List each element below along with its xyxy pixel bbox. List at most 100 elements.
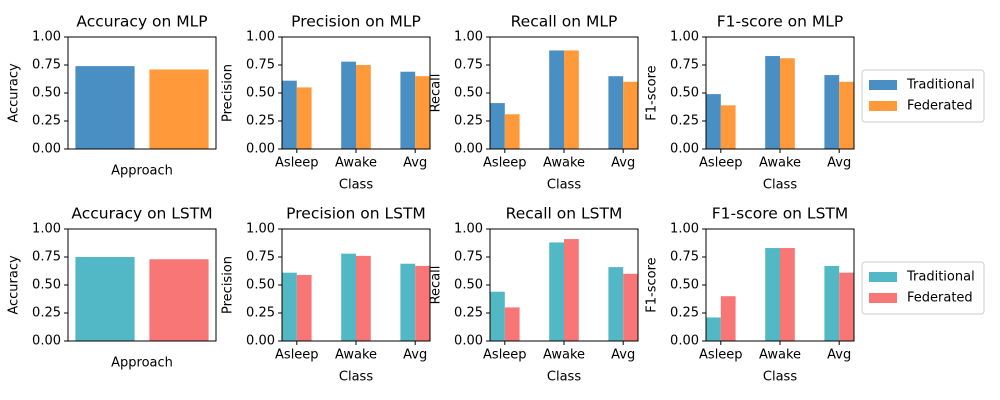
x-tick-label: Asleep bbox=[483, 156, 527, 171]
y-tick-label: 0.25 bbox=[454, 114, 483, 129]
bar bbox=[415, 76, 430, 149]
y-tick-label: 1.00 bbox=[32, 30, 61, 45]
y-tick-label: 0.25 bbox=[670, 114, 699, 129]
bar bbox=[504, 307, 520, 341]
legend-swatch bbox=[869, 101, 897, 111]
x-axis-label: Class bbox=[339, 178, 373, 193]
y-tick-label: 0.50 bbox=[454, 278, 483, 293]
y-tick-label: 0.00 bbox=[454, 142, 483, 157]
y-axis-label: Accuracy bbox=[7, 63, 22, 123]
x-tick-label: Avg bbox=[611, 348, 635, 363]
y-tick-label: 0.75 bbox=[670, 58, 699, 73]
bar bbox=[839, 272, 854, 341]
y-tick-label: 0.25 bbox=[454, 306, 483, 321]
y-tick-label: 0.75 bbox=[670, 250, 699, 265]
bar bbox=[608, 267, 624, 341]
x-axis-label: Approach bbox=[111, 356, 173, 371]
y-tick-label: 1.00 bbox=[246, 222, 275, 237]
y-tick-label: 0.25 bbox=[246, 306, 275, 321]
y-tick-label: 0.50 bbox=[670, 278, 699, 293]
chart-title: F1-score on MLP bbox=[717, 13, 844, 31]
bar bbox=[75, 257, 135, 341]
bar bbox=[341, 61, 356, 149]
y-axis-label: F1-score bbox=[645, 257, 660, 312]
legend-label: Federated bbox=[907, 99, 973, 114]
legend-label: Federated bbox=[907, 291, 973, 306]
y-tick-label: 1.00 bbox=[454, 222, 483, 237]
bar bbox=[356, 255, 371, 341]
x-axis-label: Class bbox=[339, 370, 373, 385]
bar bbox=[824, 75, 840, 149]
bar bbox=[623, 273, 638, 341]
bar bbox=[720, 296, 736, 341]
y-axis-label: F1-score bbox=[645, 65, 660, 120]
x-tick-label: Awake bbox=[335, 348, 377, 363]
bar bbox=[549, 50, 564, 149]
bar bbox=[296, 274, 312, 341]
bar bbox=[608, 76, 624, 149]
bar bbox=[765, 248, 780, 341]
y-tick-label: 0.25 bbox=[32, 306, 61, 321]
y-tick-label: 0.75 bbox=[246, 58, 275, 73]
bar bbox=[720, 105, 736, 149]
bar bbox=[504, 114, 520, 149]
y-axis-label: Accuracy bbox=[7, 255, 22, 315]
y-tick-label: 0.75 bbox=[32, 58, 61, 73]
bar bbox=[564, 50, 579, 149]
y-tick-label: 0.75 bbox=[32, 250, 61, 265]
bar bbox=[839, 81, 854, 149]
x-axis-label: Approach bbox=[111, 164, 173, 179]
bar bbox=[149, 259, 209, 341]
legend-swatch bbox=[869, 272, 897, 282]
y-tick-label: 0.25 bbox=[246, 114, 275, 129]
bar bbox=[706, 317, 721, 341]
chart-title: Recall on LSTM bbox=[506, 205, 623, 223]
bar bbox=[490, 291, 505, 341]
x-tick-label: Awake bbox=[759, 348, 801, 363]
x-tick-label: Avg bbox=[827, 348, 851, 363]
bar bbox=[356, 65, 371, 149]
y-tick-label: 0.25 bbox=[32, 114, 61, 129]
x-tick-label: Avg bbox=[403, 348, 427, 363]
bar bbox=[780, 58, 795, 149]
y-tick-label: 0.50 bbox=[670, 86, 699, 101]
x-tick-label: Asleep bbox=[275, 156, 319, 171]
x-tick-label: Avg bbox=[403, 156, 427, 171]
bar bbox=[706, 94, 721, 149]
chart-title: Recall on MLP bbox=[511, 13, 618, 31]
y-axis-label: Precision bbox=[221, 256, 236, 314]
bar bbox=[623, 81, 638, 149]
y-tick-label: 1.00 bbox=[32, 222, 61, 237]
x-tick-label: Avg bbox=[611, 156, 635, 171]
bar bbox=[549, 242, 564, 341]
y-tick-label: 0.00 bbox=[670, 142, 699, 157]
legend-label: Traditional bbox=[906, 270, 975, 285]
y-tick-label: 0.75 bbox=[246, 250, 275, 265]
x-axis-label: Class bbox=[547, 370, 581, 385]
x-tick-label: Asleep bbox=[275, 348, 319, 363]
bar bbox=[400, 263, 416, 341]
bar bbox=[824, 265, 840, 341]
x-axis-label: Class bbox=[763, 370, 797, 385]
bar bbox=[564, 239, 579, 341]
x-tick-label: Asleep bbox=[699, 348, 743, 363]
bar bbox=[282, 80, 297, 149]
y-tick-label: 1.00 bbox=[670, 30, 699, 45]
y-tick-label: 1.00 bbox=[670, 222, 699, 237]
y-tick-label: 0.00 bbox=[32, 142, 61, 157]
y-tick-label: 0.75 bbox=[454, 58, 483, 73]
bar bbox=[341, 253, 356, 341]
chart-title: Accuracy on MLP bbox=[76, 13, 207, 31]
bar bbox=[149, 69, 209, 149]
x-tick-label: Awake bbox=[335, 156, 377, 171]
x-tick-label: Asleep bbox=[483, 348, 527, 363]
y-tick-label: 0.75 bbox=[454, 250, 483, 265]
legend-swatch bbox=[869, 80, 897, 90]
x-tick-label: Awake bbox=[543, 348, 585, 363]
y-tick-label: 0.00 bbox=[32, 334, 61, 349]
bar bbox=[780, 248, 795, 341]
y-tick-label: 0.50 bbox=[454, 86, 483, 101]
bar bbox=[415, 265, 430, 341]
chart-title: F1-score on LSTM bbox=[712, 205, 849, 223]
